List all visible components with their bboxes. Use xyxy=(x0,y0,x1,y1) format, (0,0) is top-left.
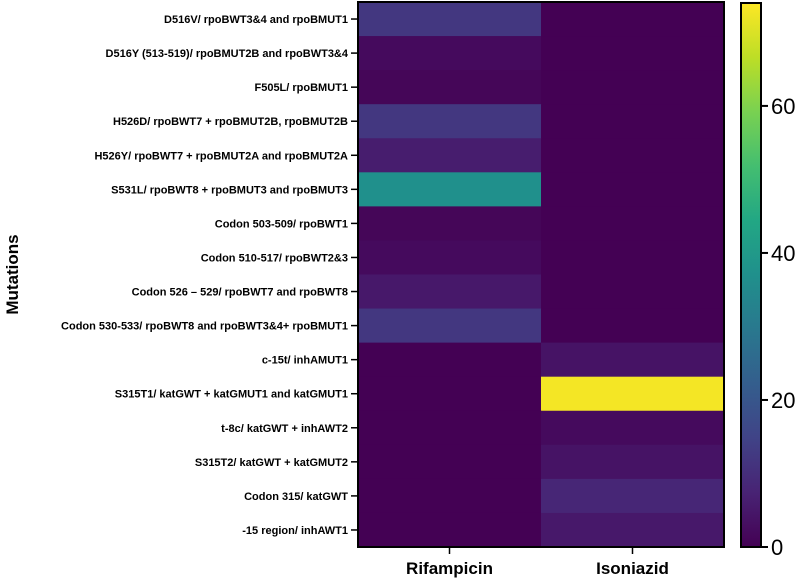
heatmap-cell xyxy=(541,36,725,71)
row-label: Codon 526 – 529/ rpoBWT7 and rpoBWT8 xyxy=(132,287,348,299)
heatmap-cell xyxy=(541,172,725,207)
heatmap-cell xyxy=(358,70,542,105)
heatmap-cell xyxy=(358,410,542,446)
plot-frame xyxy=(357,1,725,548)
heatmap-cells xyxy=(358,2,725,548)
row-label: Codon 503-509/ rpoBWT1 xyxy=(215,218,348,230)
heatmap-cell xyxy=(541,240,725,275)
heatmap-cell xyxy=(358,138,542,173)
heatmap-cell xyxy=(541,444,725,480)
column-label: Isoniazid xyxy=(596,559,669,578)
row-label: H526D/ rpoBWT7 + rpoBMUT2B, rpoBMUT2B xyxy=(113,116,348,128)
colorbar-tick-marks xyxy=(761,104,768,548)
row-label: D516V/ rpoBWT3&4 and rpoBMUT1 xyxy=(164,14,348,26)
row-label: D516Y (513-519)/ rpoBMUT2B and rpoBWT3&4 xyxy=(106,48,349,60)
heatmap-cell xyxy=(541,2,725,37)
row-label: S531L/ rpoBWT8 + rpoBMUT3 and rpoBMUT3 xyxy=(111,184,348,196)
heatmap-cell xyxy=(358,444,542,480)
column-tick-marks xyxy=(448,547,634,554)
heatmap-cell xyxy=(541,512,725,548)
row-label: F505L/ rpoBMUT1 xyxy=(254,82,348,94)
row-label: H526Y/ rpoBWT7 + rpoBMUT2A and rpoBMUT2A xyxy=(94,150,348,162)
row-label: c-15t/ inhAMUT1 xyxy=(262,355,348,367)
colorbar-tick-labels: 0 20 40 60 xyxy=(771,94,795,560)
column-label: Rifampicin xyxy=(406,559,493,578)
row-label: S315T1/ katGWT + katGMUT1 and katGMUT1 xyxy=(115,389,348,401)
heatmap-cell xyxy=(541,376,725,412)
colorbar-tick-label: 0 xyxy=(771,535,783,560)
colorbar xyxy=(740,2,762,548)
heatmap-cell xyxy=(541,478,725,514)
y-axis-title: Mutations xyxy=(3,234,22,314)
heatmap-cell xyxy=(541,274,725,310)
row-tick-marks xyxy=(351,18,358,531)
heatmap-cell xyxy=(541,410,725,446)
heatmap-cell xyxy=(358,104,542,139)
heatmap-cell xyxy=(358,206,542,241)
row-label: -15 region/ inhAWT1 xyxy=(242,525,348,537)
heatmap-cell xyxy=(358,376,542,412)
row-label: Codon 510-517/ rpoBWT2&3 xyxy=(201,252,348,264)
heatmap-cell xyxy=(358,512,542,548)
row-label: Codon 315/ katGWT xyxy=(244,491,348,503)
heatmap-cell xyxy=(541,138,725,173)
row-label: t-8c/ katGWT + inhAWT2 xyxy=(221,423,348,435)
heatmap-cell xyxy=(358,342,542,378)
heatmap-cell xyxy=(358,172,542,207)
colorbar-tick-label: 20 xyxy=(771,388,795,413)
heatmap-cell xyxy=(358,240,542,275)
colorbar-tick-label: 60 xyxy=(771,94,795,119)
heatmap-cell xyxy=(358,478,542,514)
heatmap-cell xyxy=(358,274,542,310)
heatmap-cell xyxy=(541,342,725,378)
row-label: S315T2/ katGWT + katGMUT2 xyxy=(195,457,348,469)
heatmap-cell xyxy=(541,104,725,139)
row-label: Codon 530-533/ rpoBWT8 and rpoBWT3&4+ rp… xyxy=(61,321,348,333)
heatmap-cell xyxy=(541,70,725,105)
row-labels: D516V/ rpoBWT3&4 and rpoBMUT1 D516Y (513-… xyxy=(61,14,349,537)
heatmap-cell xyxy=(358,2,542,37)
colorbar-tick-label: 40 xyxy=(771,241,795,266)
heatmap-cell xyxy=(358,308,542,344)
heatmap-cell xyxy=(541,308,725,344)
column-labels: Rifampicin Isoniazid xyxy=(406,559,669,578)
heatmap-cell xyxy=(358,36,542,71)
heatmap-cell xyxy=(541,206,725,241)
